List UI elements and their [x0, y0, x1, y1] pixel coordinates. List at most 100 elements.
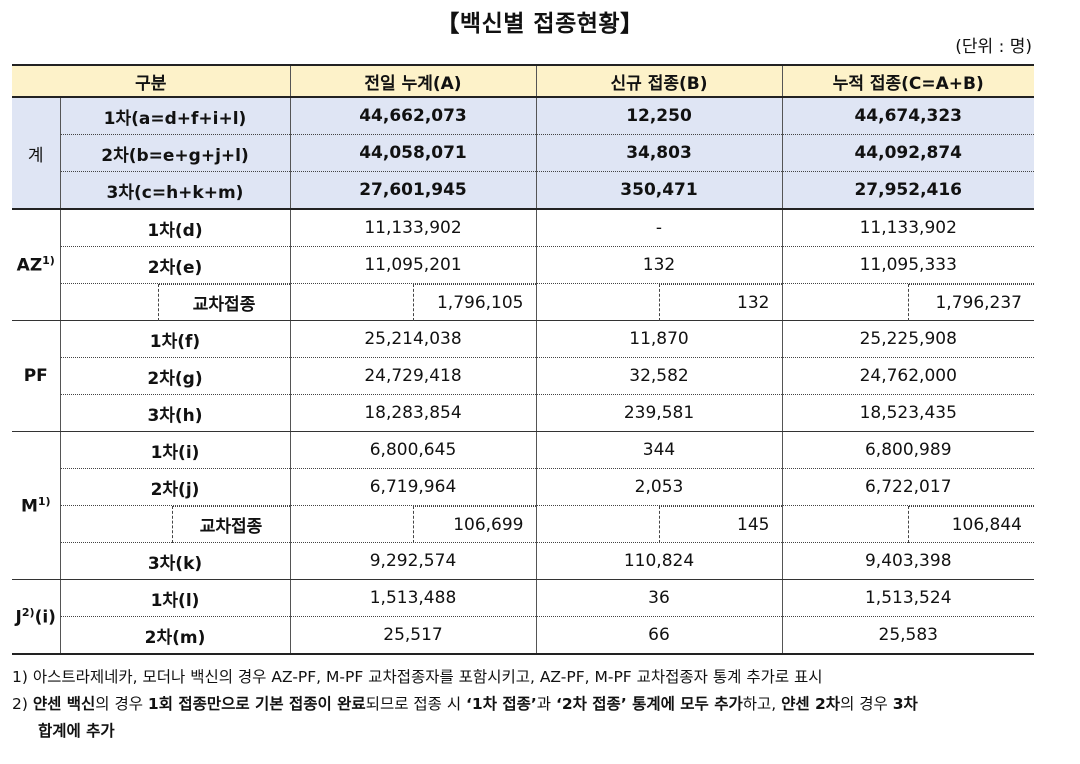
footnote-ref: 1) — [37, 494, 51, 508]
table-row: 2차(m) 25,517 66 25,583 — [12, 616, 1034, 655]
row-label: 1차(i) — [59, 431, 290, 469]
row-label: 3차(k) — [59, 542, 290, 580]
note-part: ‘2차 접종’ 통계에 모두 추가 — [555, 695, 743, 713]
table-header-row: 구분 전일 누계(A) 신규 접종(B) 누적 접종(C=A+B) — [12, 64, 1034, 98]
footnote-ref: 1) — [42, 254, 55, 268]
cell-prev: 27,601,945 — [289, 171, 536, 210]
cell-cum: 44,092,874 — [781, 134, 1034, 172]
row-label: 교차접종 — [171, 505, 290, 543]
table-row: 3차(h) 18,283,854 239,581 18,523,435 — [12, 394, 1034, 432]
footnote-ref: 2) — [21, 605, 35, 619]
group-name: M — [20, 496, 38, 517]
table-row: 2차(j) 6,719,964 2,053 6,722,017 — [12, 468, 1034, 506]
cell-cum: 6,722,017 — [781, 468, 1034, 506]
cell-cum: 44,674,323 — [781, 97, 1034, 135]
cell-prev: 11,133,902 — [289, 209, 536, 247]
note-part: 3차 — [892, 695, 918, 713]
table-row: 3차(c=h+k+m) 27,601,945 350,471 27,952,41… — [12, 171, 1034, 210]
cell-new: 12,250 — [535, 97, 782, 135]
note-part: 되므로 접종 시 — [365, 695, 467, 713]
group-label-m: M1) — [12, 431, 60, 580]
table-row-cross: 교차접종 1,796,105 132 1,796,237 — [12, 283, 1034, 321]
group-name: J — [15, 607, 22, 628]
cell-cum: 1,513,524 — [781, 579, 1034, 617]
table-row: AZ1) 1차(d) 11,133,902 - 11,133,902 — [12, 209, 1034, 321]
note-part: 의 경우 — [840, 695, 893, 713]
cross-label-cell: 교차접종 — [59, 283, 290, 321]
header-new: 신규 접종(B) — [535, 64, 782, 98]
page-title: 【백신별 접종현황】 — [436, 11, 644, 37]
cell-new: 344 — [535, 431, 782, 469]
vaccination-table: 구분 전일 누계(A) 신규 접종(B) 누적 접종(C=A+B) 계 1차(a… — [12, 64, 1034, 655]
footnote-1: 1) 아스트라제네카, 모더나 백신의 경우 AZ-PF, M-PF 교차접종자… — [12, 668, 823, 686]
row-label: 2차(g) — [59, 357, 290, 395]
cross-cum-cell: 106,844 — [781, 505, 1034, 543]
cell-prev: 44,058,071 — [289, 134, 536, 172]
table-row: M1) 1차(i) 6,800,645 344 6,800,989 — [12, 431, 1034, 580]
cell-new: 350,471 — [535, 171, 782, 210]
cell-cum: 6,800,989 — [781, 431, 1034, 469]
cell-new: 32,582 — [535, 357, 782, 395]
table-row: 2차(b=e+g+j+l) 44,058,071 34,803 44,092,8… — [12, 134, 1034, 172]
cross-prev-cell: 1,796,105 — [289, 283, 536, 321]
cell-prev: 25,517 — [289, 616, 536, 655]
cell-new: 2,053 — [535, 468, 782, 506]
cell-cum: 106,844 — [907, 505, 1034, 543]
header-cumulative: 누적 접종(C=A+B) — [781, 64, 1034, 98]
row-label: 2차(m) — [59, 616, 290, 655]
unit-label: (단위 : 명) — [955, 37, 1032, 57]
note-part: 2) — [12, 695, 33, 713]
cross-prev-cell: 106,699 — [289, 505, 536, 543]
row-label: 1차(f) — [59, 320, 290, 358]
row-label: 2차(e) — [59, 246, 290, 284]
cell-new: 132 — [535, 246, 782, 284]
table-row: J2)(i) 1차(l) 1,513,488 36 1,513,524 — [12, 579, 1034, 655]
table-row-cross: 교차접종 106,699 145 106,844 — [12, 505, 1034, 543]
cell-cum: 18,523,435 — [781, 394, 1034, 432]
table-row: PF 1차(f) 25,214,038 11,870 25,225,908 — [12, 320, 1034, 432]
note-part: 과 — [536, 695, 556, 713]
cell-new: - — [535, 209, 782, 247]
note-part: ‘1차 접종’ — [466, 695, 537, 713]
row-label: 3차(h) — [59, 394, 290, 432]
group-label-az: AZ1) — [12, 209, 60, 321]
cell-prev: 9,292,574 — [289, 542, 536, 580]
header-category: 구분 — [12, 64, 290, 98]
row-label: 1차(l) — [59, 579, 290, 617]
cell-prev: 106,699 — [413, 505, 536, 543]
footnote-2-cont: 합계에 추가 — [38, 722, 115, 740]
row-label: 1차(d) — [59, 209, 290, 247]
cell-cum: 25,583 — [781, 616, 1034, 655]
cross-cum-cell: 1,796,237 — [781, 283, 1034, 321]
group-name: AZ — [16, 255, 43, 276]
row-label: 2차(j) — [59, 468, 290, 506]
cell-cum: 27,952,416 — [781, 171, 1034, 210]
cell-prev: 18,283,854 — [289, 394, 536, 432]
cell-cum: 11,095,333 — [781, 246, 1034, 284]
footnote-2: 2) 얀센 백신의 경우 1회 접종만으로 기본 접종이 완료되므로 접종 시 … — [12, 691, 1052, 718]
table-row: 3차(k) 9,292,574 110,824 9,403,398 — [12, 542, 1034, 580]
cross-label-cell: 교차접종 — [59, 505, 290, 543]
row-label: 1차(a=d+f+i+l) — [59, 97, 290, 135]
header-prev-total: 전일 누계(A) — [289, 64, 536, 98]
note-part: 얀센 백신 — [32, 695, 96, 713]
row-label: 교차접종 — [157, 283, 290, 321]
group-label-total: 계 — [12, 97, 60, 210]
cell-cum: 1,796,237 — [907, 283, 1034, 321]
cell-prev: 1,513,488 — [289, 579, 536, 617]
cell-new: 110,824 — [535, 542, 782, 580]
table-row: 계 1차(a=d+f+i+l) 44,662,073 12,250 44,674… — [12, 97, 1034, 210]
cell-prev: 44,662,073 — [289, 97, 536, 135]
row-label: 3차(c=h+k+m) — [59, 171, 290, 210]
cell-new: 239,581 — [535, 394, 782, 432]
cell-cum: 25,225,908 — [781, 320, 1034, 358]
cell-prev: 11,095,201 — [289, 246, 536, 284]
row-label: 2차(b=e+g+j+l) — [59, 134, 290, 172]
note-part: 의 경우 — [95, 695, 148, 713]
cell-new: 36 — [535, 579, 782, 617]
cell-prev: 6,719,964 — [289, 468, 536, 506]
cell-new: 132 — [659, 283, 782, 321]
group-label-j: J2)(i) — [12, 579, 60, 655]
footnotes: 1) 아스트라제네카, 모더나 백신의 경우 AZ-PF, M-PF 교차접종자… — [12, 664, 1052, 745]
